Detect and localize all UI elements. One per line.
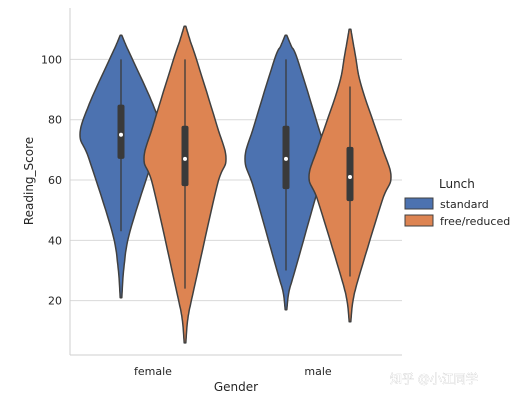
median-point [119,132,123,137]
violins [79,25,392,344]
legend-swatch [404,197,434,210]
y-axis-title: Reading_Score [22,137,36,225]
median-point [348,175,352,180]
violin-box [181,125,189,187]
x-ticks: female male [134,365,332,378]
violin-box [346,146,354,202]
legend: Lunch standard free/reduced [404,177,510,228]
legend-label: standard [440,198,489,211]
legend-title: Lunch [439,177,475,191]
x-tick-label: female [134,365,172,378]
legend-swatch [404,214,434,227]
y-tick-label: 60 [48,174,62,187]
watermark: 知乎 @小江同学 [390,371,478,386]
y-tick-label: 40 [48,234,62,247]
y-tick-label: 20 [48,295,62,308]
y-tick-label: 80 [48,114,62,127]
median-point [183,156,187,161]
legend-label: free/reduced [440,215,510,228]
median-point [284,156,288,161]
y-tick-label: 100 [41,53,62,66]
violin-box [117,104,125,159]
y-ticks: 20 40 60 80 100 [41,53,62,307]
x-axis-title: Gender [214,380,258,394]
x-tick-label: male [304,365,332,378]
axes [69,8,402,356]
